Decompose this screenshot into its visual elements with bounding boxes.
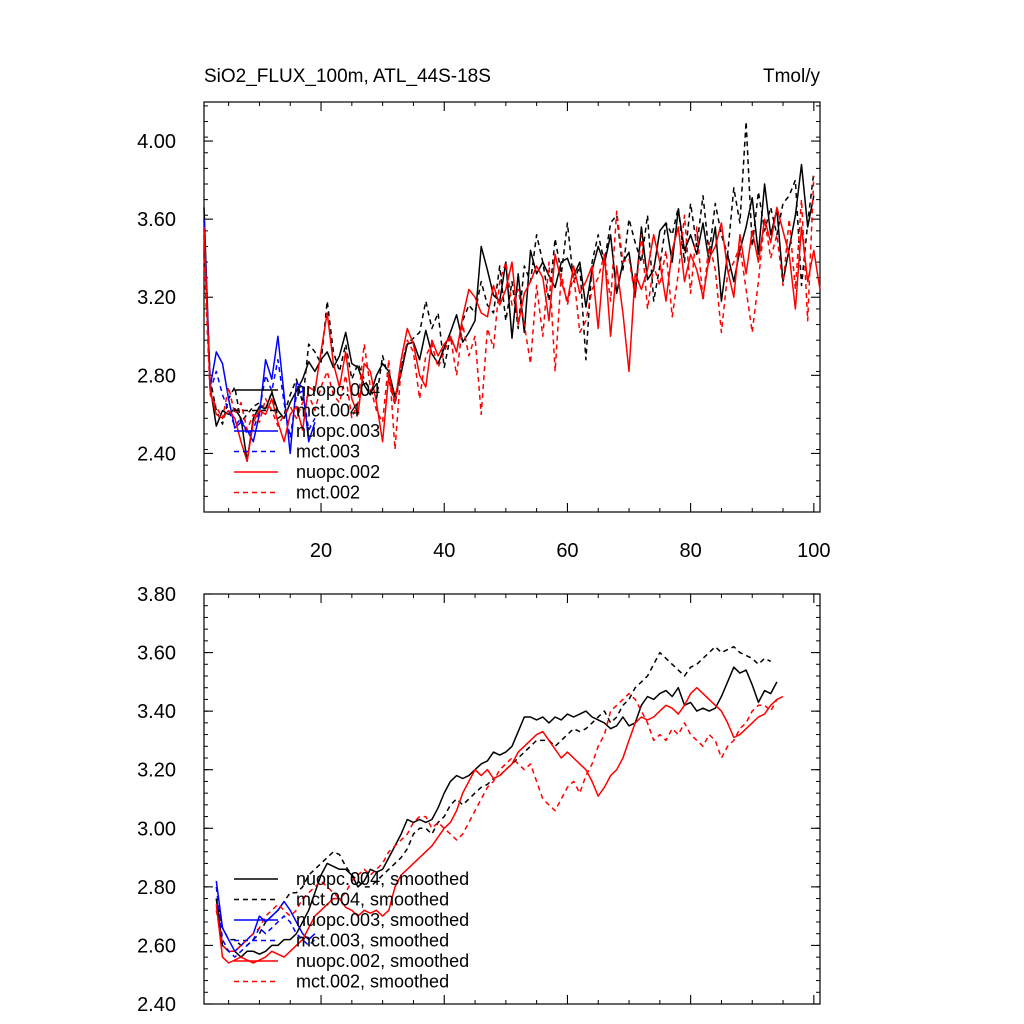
bottom-series-group xyxy=(215,645,784,964)
series-line-nuopc-003-smoothed xyxy=(215,880,316,953)
y-tick-label: 2.80 xyxy=(137,877,176,899)
y-tick-label: 3.00 xyxy=(137,818,176,840)
x-tick-label: 60 xyxy=(556,540,578,562)
x-tick-label: 80 xyxy=(680,540,702,562)
series-line-mct-002-smoothed xyxy=(215,692,778,953)
y-tick-label: 3.60 xyxy=(137,209,176,231)
series-line-nuopc-003 xyxy=(203,219,316,455)
units-label: Tmol/y xyxy=(763,66,821,87)
bottom-axes: 2.40 2.60 2.80 3.00 3.20 3.40 3.60 3.80 xyxy=(137,584,820,1016)
top-plot-frame xyxy=(203,101,821,513)
top-axes: 2.40 2.80 3.20 3.60 4.00 20 40 60 80 100 xyxy=(137,102,831,562)
legend-label: nuopc.003, smoothed xyxy=(296,910,469,930)
legend-label: nuopc.002, smoothed xyxy=(296,951,469,971)
top-panel: SiO2_FLUX_100m, ATL_44S-18S Tmol/y 2.402… xyxy=(137,66,830,562)
legend-label: nuopc.004, smoothed xyxy=(296,869,469,889)
y-tick-label: 3.40 xyxy=(137,701,176,723)
series-line-mct-003 xyxy=(203,228,316,439)
bottom-panel: 2.40 2.60 2.80 3.00 3.20 3.40 3.60 3.80 nuopc.0… xyxy=(137,584,821,1016)
y-tick-label: 2.60 xyxy=(137,935,176,957)
legend-label: mct.003, smoothed xyxy=(296,931,449,951)
legend-label: mct.002 xyxy=(296,483,360,503)
legend-label: mct.004 xyxy=(296,401,360,421)
legend-label: nuopc.002 xyxy=(296,462,380,482)
y-tick-label: 2.80 xyxy=(137,365,176,387)
series-line-nuopc-004-smoothed xyxy=(215,666,778,958)
series-line-nuopc-002 xyxy=(203,206,821,462)
series-line-mct-002 xyxy=(203,176,815,451)
y-tick-label: 2.40 xyxy=(137,443,176,465)
legend-label: nuopc.003 xyxy=(296,421,380,441)
series-line-mct-003-smoothed xyxy=(215,886,316,958)
legend-label: nuopc.004 xyxy=(296,380,380,400)
y-tick-label: 2.40 xyxy=(137,994,176,1016)
y-tick-label: 3.60 xyxy=(137,643,176,665)
series-line-mct-004 xyxy=(203,120,815,425)
y-tick-label: 4.00 xyxy=(137,131,176,153)
top-series-group xyxy=(203,120,821,462)
legend-label: mct.002, smoothed xyxy=(296,972,449,992)
chart-title: SiO2_FLUX_100m, ATL_44S-18S xyxy=(204,66,491,87)
legend-label: mct.004, smoothed xyxy=(296,890,449,910)
legend-label: mct.003 xyxy=(296,442,360,462)
y-tick-label: 3.20 xyxy=(137,287,176,309)
series-line-nuopc-002-smoothed xyxy=(215,686,784,964)
x-tick-label: 100 xyxy=(797,540,830,562)
bottom-plot-frame xyxy=(203,593,821,1005)
y-tick-label: 3.20 xyxy=(137,760,176,782)
top-legend: nuopc.004mct.004nuopc.003mct.003nuopc.00… xyxy=(234,380,380,503)
x-tick-label: 20 xyxy=(310,540,332,562)
x-tick-label: 40 xyxy=(433,540,455,562)
y-tick-label: 3.80 xyxy=(137,584,176,606)
